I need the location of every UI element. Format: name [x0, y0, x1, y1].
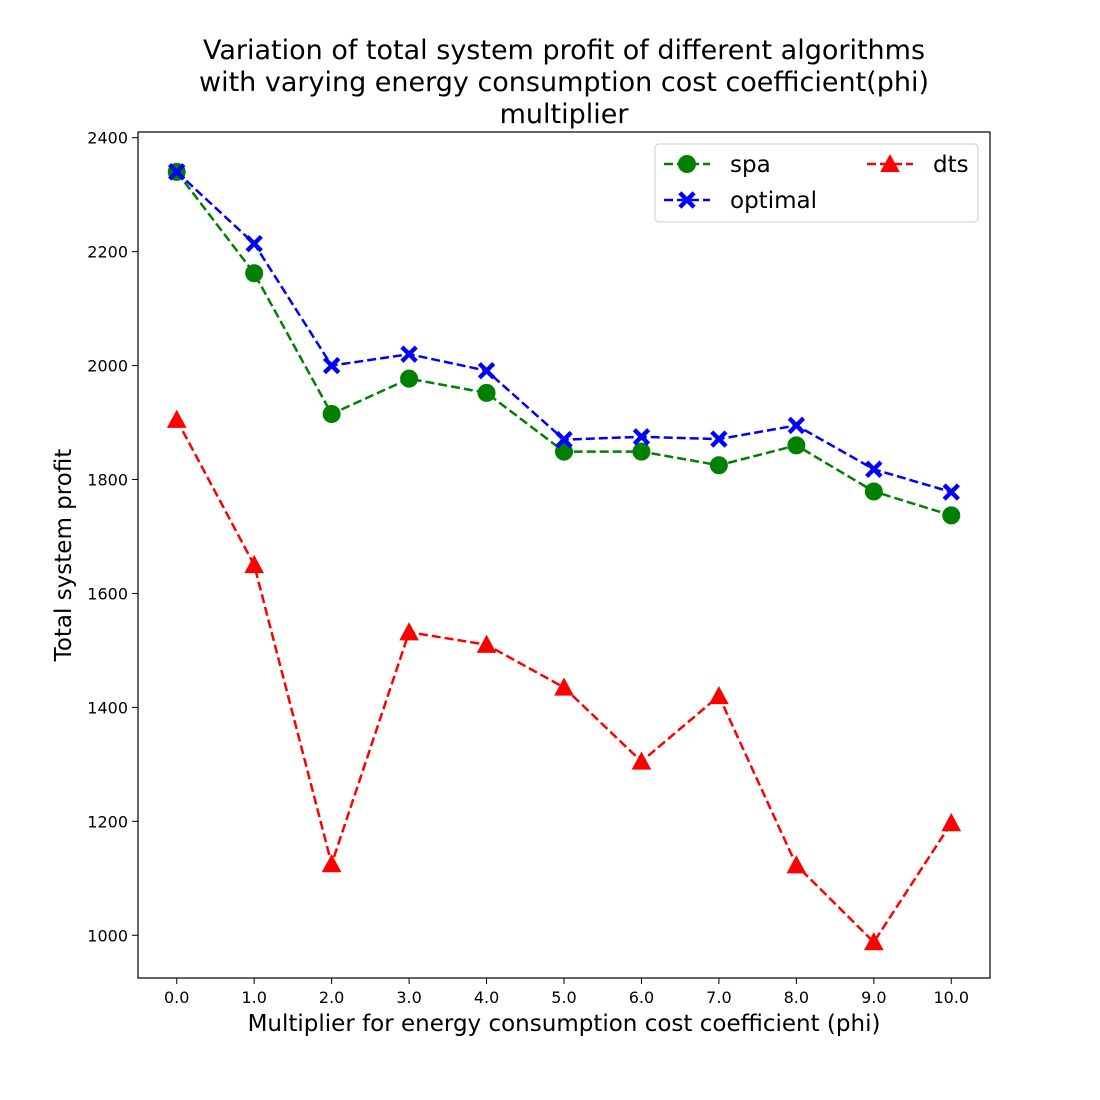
- series-spa-point: [245, 264, 264, 283]
- y-tick-label: 1200: [87, 812, 128, 831]
- series-optimal-point: [632, 428, 651, 446]
- series-dts: [166, 409, 962, 951]
- x-tick-label: 1.0: [241, 988, 266, 1007]
- series-dts-point: [244, 554, 265, 574]
- series-spa-point: [787, 436, 806, 455]
- series-dts-point: [863, 932, 884, 951]
- series-optimal-point: [710, 430, 728, 448]
- y-tick-label: 2000: [87, 357, 128, 376]
- series-optimal-point: [400, 345, 418, 363]
- series-spa-point: [400, 369, 419, 388]
- series-dts-point: [709, 685, 729, 705]
- x-tick-label: 8.0: [784, 988, 809, 1007]
- series-spa-point: [322, 405, 341, 423]
- y-tick-label: 2200: [87, 243, 128, 262]
- legend-label: spa: [730, 152, 771, 178]
- chart-title-line-1: Variation of total system profit of diff…: [203, 35, 925, 66]
- series-spa-point: [632, 442, 651, 461]
- series-optimal-point: [942, 483, 960, 501]
- legend-entry-dts: dts: [867, 152, 969, 178]
- series-optimal-point: [477, 361, 496, 380]
- chart-title-line-3: multiplier: [500, 99, 630, 130]
- y-tick-label: 1000: [87, 926, 128, 945]
- series-layer: [166, 162, 962, 951]
- x-tick-label: 4.0: [474, 988, 499, 1007]
- x-tick-label: 0.0: [164, 988, 189, 1007]
- legend: spa optimal dts: [654, 143, 979, 223]
- legend-marker: [880, 153, 900, 173]
- series-spa-point: [709, 456, 728, 475]
- chart-title: Variation of total system profit of diff…: [199, 35, 929, 130]
- series-optimal-point: [322, 356, 341, 375]
- series-spa-point: [477, 383, 496, 402]
- series-spa-line: [175, 171, 952, 517]
- x-axis-label: Multiplier for energy consumption cost c…: [248, 1011, 881, 1037]
- legend-label: optimal: [730, 188, 817, 214]
- legend-entry-spa: spa: [664, 152, 771, 178]
- series-optimal-point: [555, 430, 573, 449]
- y-tick-label: 2400: [87, 129, 128, 148]
- y-tick-label: 1400: [87, 698, 128, 717]
- series-optimal: [168, 163, 960, 501]
- legend-entry-optimal: optimal: [664, 188, 817, 214]
- series-dts-point: [786, 855, 807, 874]
- series-spa-point: [942, 506, 961, 525]
- series-dts-point: [321, 854, 342, 873]
- series-optimal-point: [865, 460, 883, 478]
- x-tick-label: 9.0: [861, 988, 886, 1007]
- series-optimal-point: [245, 234, 263, 253]
- x-tick-label: 3.0: [396, 988, 421, 1007]
- plot-area-frame: [137, 131, 991, 979]
- series-dts-point: [166, 409, 187, 428]
- series-dts-point: [476, 634, 497, 653]
- series-dts-point: [399, 622, 419, 641]
- x-tick-label: 7.0: [706, 988, 731, 1007]
- legend-marker: [678, 155, 696, 173]
- series-dts-point: [941, 812, 962, 832]
- series-optimal-point: [168, 163, 186, 181]
- x-tick-label: 2.0: [319, 988, 344, 1007]
- series-dts-point: [554, 677, 574, 696]
- x-tick-label: 10.0: [933, 988, 969, 1007]
- x-tick-label: 5.0: [551, 988, 576, 1007]
- legend-marker: [678, 191, 696, 209]
- series-spa-point: [555, 442, 573, 461]
- y-tick-label: 1600: [87, 584, 128, 603]
- y-axis-ticks: 1000 1200 1400 1600 1800 2000 2200 2400: [87, 129, 138, 945]
- y-axis-label: Total system profit: [51, 449, 77, 663]
- series-optimal-point: [787, 416, 806, 435]
- y-tick-label: 1800: [87, 471, 128, 490]
- x-axis-ticks: 0.0 1.0 2.0 3.0 4.0 5.0 6.0 7.0 8.0 9.0 10.0: [164, 978, 969, 1007]
- series-spa-point: [864, 482, 883, 501]
- legend-label: dts: [933, 152, 969, 178]
- x-tick-label: 6.0: [629, 988, 654, 1007]
- chart-title-line-2: with varying energy consumption cost coe…: [199, 67, 929, 98]
- series-dts-point: [631, 751, 652, 770]
